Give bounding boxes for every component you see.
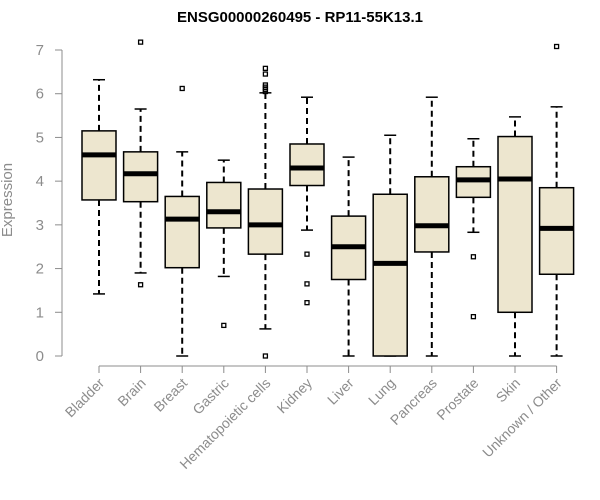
y-tick-label: 2 [36,261,44,278]
outlier-point [137,282,144,288]
outlier-point [553,43,560,50]
box-group [538,43,575,357]
x-tick-label: Unknown / Other [479,375,565,461]
y-tick-label: 7 [36,42,44,59]
box-group [455,137,492,320]
box-group [372,134,408,357]
x-tick-label: Lung [365,375,398,408]
iqr-box [414,176,450,253]
iqr-box [122,151,159,203]
y-tick-label: 6 [36,86,44,103]
outlier-point [304,300,310,306]
box-group [330,156,367,357]
outlier-point [262,353,269,359]
outlier-point [221,322,227,329]
iqr-box [247,188,284,255]
box-group [81,78,117,295]
box-group [497,116,533,357]
outlier-point [262,65,269,72]
plot-area [81,39,575,359]
outlier-point [179,85,185,92]
y-tick-label: 4 [36,173,44,190]
iqr-box [206,181,242,229]
outlier-point [470,314,477,320]
outlier-point [262,82,269,88]
box-group [247,65,284,359]
y-tick-label: 5 [36,129,44,146]
x-tick-label: Bladder [62,375,108,421]
iqr-box [164,195,200,269]
outlier-point [304,281,310,287]
y-tick-label: 0 [36,348,44,365]
x-tick-label: Breast [150,375,190,415]
y-axis: 0 1 2 3 4 5 6 7 [36,42,63,365]
x-tick-label: Prostate [433,375,481,423]
x-tick-label: Brain [114,375,148,409]
box-group [206,159,242,329]
outlier-point [304,251,310,257]
iqr-box [497,135,533,314]
box-group [122,39,159,288]
iqr-box [538,186,575,276]
outlier-point [137,39,144,45]
y-axis-label: Expression [0,163,16,237]
y-tick-label: 3 [36,217,44,234]
y-tick-label: 1 [36,304,44,321]
chart-title: ENSG00000260495 - RP11-55K13.1 [177,9,423,26]
box-group [414,96,450,357]
x-tick-label: Kidney [274,375,316,417]
box-group [164,85,200,357]
outlier-point [470,254,477,260]
iqr-box [372,193,408,357]
box-group [289,96,325,306]
x-tick-label: Liver [324,375,357,408]
iqr-box [81,130,117,201]
outlier-point [262,71,269,77]
x-tick-label: Skin [493,375,524,406]
iqr-box [289,143,325,187]
